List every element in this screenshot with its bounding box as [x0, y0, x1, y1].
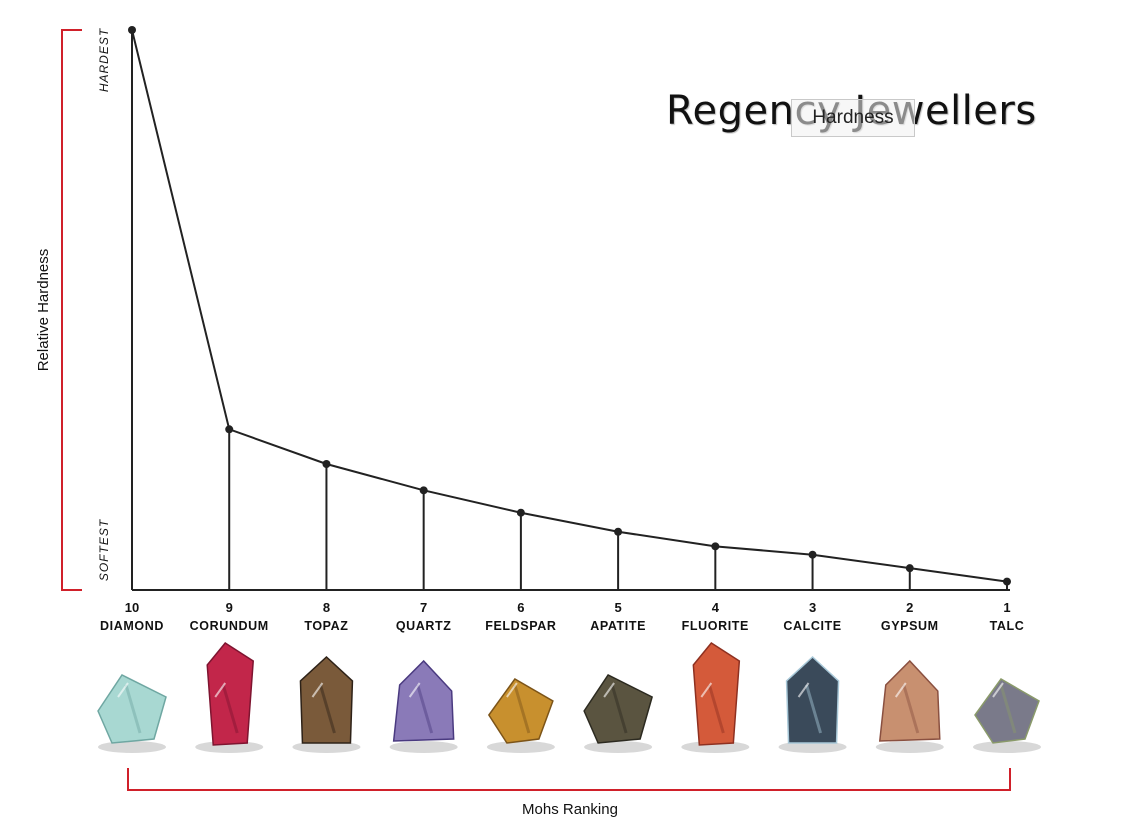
mineral-shadow	[973, 741, 1041, 753]
tick-name-feldspar: FELDSPAR	[485, 619, 556, 633]
mineral-highlight	[797, 682, 810, 698]
mineral-facet	[805, 684, 822, 734]
point-gypsum	[905, 564, 914, 573]
tick-name-gypsum: GYPSUM	[881, 619, 939, 633]
tick-rank-10: 10	[125, 600, 139, 615]
point-quartz	[419, 486, 428, 495]
mineral-crystal	[392, 659, 455, 742]
mineral-shadow	[778, 741, 847, 753]
mineral-highlight	[992, 682, 1004, 698]
mineral-shadow	[681, 741, 750, 753]
mineral-highlight	[408, 682, 421, 698]
point-fluorite	[711, 542, 720, 551]
mineral-image-gypsum	[875, 659, 944, 753]
mineral-shadow	[292, 741, 361, 753]
point-calcite	[808, 550, 817, 559]
mineral-highlight	[894, 682, 907, 698]
tick-name-fluorite: FLUORITE	[682, 619, 749, 633]
mineral-facet	[319, 684, 336, 734]
mineral-crystal	[692, 642, 741, 746]
mineral-image-calcite	[778, 655, 847, 753]
tick-name-corundum: CORUNDUM	[190, 619, 269, 633]
tick-rank-6: 6	[517, 600, 524, 615]
mineral-highlight	[700, 682, 713, 698]
tick-rank-5: 5	[614, 600, 621, 615]
tick-name-diamond: DIAMOND	[100, 619, 164, 633]
mineral-image-topaz	[292, 655, 361, 753]
mineral-crystal	[583, 674, 654, 744]
tick-rank-4: 4	[712, 600, 720, 615]
y-axis-label: Relative Hardness	[35, 249, 52, 372]
x-bracket	[127, 768, 1011, 791]
mineral-image-corundum	[195, 642, 264, 753]
mineral-facet	[707, 684, 725, 734]
mineral-image-apatite	[583, 674, 654, 753]
tick-rank-9: 9	[226, 600, 233, 615]
mineral-facet	[513, 684, 531, 734]
mineral-crystal	[487, 678, 554, 744]
tick-name-topaz: TOPAZ	[304, 619, 348, 633]
mineral-image-diamond	[97, 674, 167, 753]
hardness-button[interactable]: Hardness	[791, 99, 915, 137]
point-diamond	[128, 26, 136, 34]
point-apatite	[614, 527, 623, 536]
mineral-crystal	[299, 655, 354, 744]
mineral-shadow	[875, 741, 944, 753]
tick-rank-2: 2	[906, 600, 913, 615]
mineral-facet	[610, 684, 628, 734]
mineral-crystal	[97, 674, 167, 744]
mineral-shadow	[98, 741, 166, 753]
tick-name-quartz: QUARTZ	[396, 619, 452, 633]
mineral-facet	[999, 684, 1017, 734]
tick-name-apatite: APATITE	[590, 619, 646, 633]
mineral-facet	[221, 684, 239, 734]
mineral-facet	[124, 684, 142, 734]
mineral-crystal	[878, 659, 941, 742]
mineral-shadow	[195, 741, 264, 753]
mineral-highlight	[506, 682, 518, 698]
mineral-highlight	[311, 682, 324, 698]
mineral-shadow	[486, 741, 555, 753]
tick-rank-8: 8	[323, 600, 330, 615]
mineral-crystal	[785, 655, 840, 744]
hardness-line	[131, 29, 1008, 583]
mineral-crystal	[974, 678, 1040, 744]
mineral-image-quartz	[389, 659, 458, 753]
mineral-image-fluorite	[681, 642, 750, 753]
point-feldspar	[516, 508, 525, 517]
mineral-facet	[416, 684, 434, 734]
y-bracket	[61, 29, 82, 591]
point-talc	[1003, 577, 1011, 586]
mineral-image-talc	[973, 678, 1041, 753]
tick-name-calcite: CALCITE	[783, 619, 841, 633]
mineral-crystal	[206, 642, 255, 746]
tick-rank-3: 3	[809, 600, 816, 615]
x-axis-label: Mohs Ranking	[522, 801, 618, 818]
mineral-facet	[902, 684, 920, 734]
mineral-image-feldspar	[486, 678, 555, 753]
mineral-highlight	[603, 682, 615, 698]
mineral-shadow	[584, 741, 653, 753]
mineral-highlight	[214, 682, 227, 698]
mineral-shadow	[389, 741, 458, 753]
tick-rank-7: 7	[420, 600, 427, 615]
point-corundum	[225, 425, 234, 434]
y-bottom-label: SOFTEST	[97, 518, 111, 581]
point-topaz	[322, 460, 331, 468]
tick-rank-1: 1	[1003, 600, 1010, 615]
mineral-highlight	[117, 682, 129, 698]
y-top-label: HARDEST	[97, 27, 111, 92]
tick-name-talc: TALC	[990, 619, 1025, 633]
